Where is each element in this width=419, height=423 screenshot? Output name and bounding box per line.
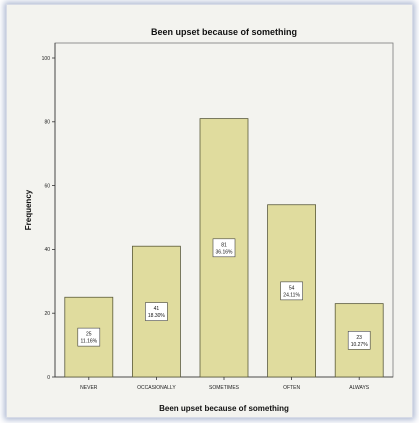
data-label-box xyxy=(77,327,101,347)
x-category-label: SOMETIMES xyxy=(209,385,240,391)
data-label-count: 23 xyxy=(356,335,362,341)
data-label-box xyxy=(347,331,371,350)
data-label-count: 81 xyxy=(221,242,227,248)
y-axis-label: Frequency xyxy=(24,189,33,230)
x-axis-label: Been upset because of something xyxy=(159,404,289,413)
data-label-percent: 11.16% xyxy=(81,339,98,345)
y-axis-ticks: 0 20 40 60 80 100 xyxy=(42,56,55,381)
data-label-percent: 24.11% xyxy=(283,292,300,298)
y-tick-label: 0 xyxy=(47,375,50,381)
data-label-percent: 10.27% xyxy=(351,342,369,348)
y-tick-label: 80 xyxy=(44,120,50,126)
data-label-box xyxy=(145,302,168,321)
data-label-percent: 36.16% xyxy=(216,249,234,255)
data-label-percent: 18.30% xyxy=(148,313,166,319)
y-tick-label: 60 xyxy=(44,183,50,189)
data-label-count: 41 xyxy=(154,306,160,312)
x-category-label: OCCASIONALLY xyxy=(137,385,176,391)
x-category-label: ALWAYS xyxy=(349,385,370,391)
chart-title: Been upset because of something xyxy=(151,27,297,37)
data-label-count: 54 xyxy=(289,285,295,291)
x-axis-categories: NEVER OCCASIONALLY SOMETIMES OFTEN ALWAYS xyxy=(80,377,370,391)
x-category-label: OFTEN xyxy=(283,385,300,391)
data-label-count: 25 xyxy=(86,332,92,338)
data-label-box xyxy=(212,238,236,258)
y-tick-label: 20 xyxy=(44,311,50,317)
x-category-label: NEVER xyxy=(80,385,98,391)
data-label-box xyxy=(280,281,303,301)
y-tick-label: 40 xyxy=(44,247,50,253)
y-tick-label: 100 xyxy=(42,56,51,62)
